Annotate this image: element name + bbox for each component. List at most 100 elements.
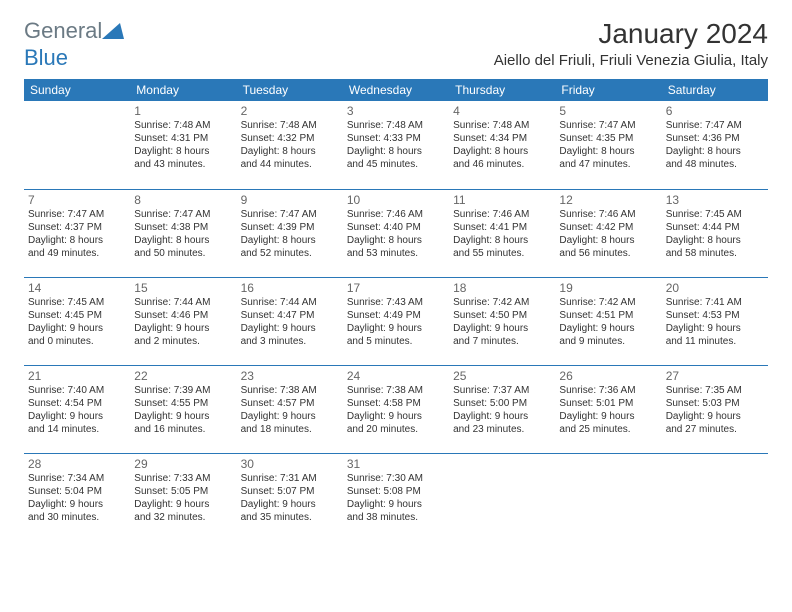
sunset-text: Sunset: 4:47 PM: [241, 309, 339, 322]
daylight-text: and 27 minutes.: [666, 423, 764, 436]
sunset-text: Sunset: 4:35 PM: [559, 132, 657, 145]
sunset-text: Sunset: 4:39 PM: [241, 221, 339, 234]
sunrise-text: Sunrise: 7:48 AM: [347, 119, 445, 132]
daylight-text: Daylight: 9 hours: [347, 498, 445, 511]
calendar-week: 7Sunrise: 7:47 AMSunset: 4:37 PMDaylight…: [24, 189, 768, 277]
daylight-text: and 2 minutes.: [134, 335, 232, 348]
calendar-day: 14Sunrise: 7:45 AMSunset: 4:45 PMDayligh…: [24, 277, 130, 365]
daylight-text: and 35 minutes.: [241, 511, 339, 524]
calendar-day: 11Sunrise: 7:46 AMSunset: 4:41 PMDayligh…: [449, 189, 555, 277]
sunset-text: Sunset: 4:51 PM: [559, 309, 657, 322]
sunset-text: Sunset: 4:57 PM: [241, 397, 339, 410]
daylight-text: Daylight: 9 hours: [666, 410, 764, 423]
title-block: January 2024 Aiello del Friuli, Friuli V…: [494, 18, 768, 69]
daylight-text: Daylight: 8 hours: [666, 145, 764, 158]
logo-text-blue: Blue: [24, 45, 68, 70]
daylight-text: and 49 minutes.: [28, 247, 126, 260]
sunrise-text: Sunrise: 7:37 AM: [453, 384, 551, 397]
sunset-text: Sunset: 4:33 PM: [347, 132, 445, 145]
day-number: 3: [347, 104, 445, 118]
sunrise-text: Sunrise: 7:46 AM: [453, 208, 551, 221]
sunset-text: Sunset: 5:03 PM: [666, 397, 764, 410]
page-header: General Blue January 2024 Aiello del Fri…: [24, 18, 768, 71]
calendar-week: 21Sunrise: 7:40 AMSunset: 4:54 PMDayligh…: [24, 365, 768, 453]
calendar-day: 26Sunrise: 7:36 AMSunset: 5:01 PMDayligh…: [555, 365, 661, 453]
sunset-text: Sunset: 4:38 PM: [134, 221, 232, 234]
daylight-text: and 3 minutes.: [241, 335, 339, 348]
daylight-text: and 14 minutes.: [28, 423, 126, 436]
day-number: 30: [241, 457, 339, 471]
day-number: 13: [666, 193, 764, 207]
calendar-day: 6Sunrise: 7:47 AMSunset: 4:36 PMDaylight…: [662, 101, 768, 189]
daylight-text: Daylight: 8 hours: [347, 234, 445, 247]
sunset-text: Sunset: 5:04 PM: [28, 485, 126, 498]
calendar-day-empty: [555, 453, 661, 541]
sunset-text: Sunset: 5:00 PM: [453, 397, 551, 410]
day-number: 12: [559, 193, 657, 207]
sunset-text: Sunset: 4:54 PM: [28, 397, 126, 410]
calendar-week: 28Sunrise: 7:34 AMSunset: 5:04 PMDayligh…: [24, 453, 768, 541]
sunset-text: Sunset: 4:32 PM: [241, 132, 339, 145]
day-number: 11: [453, 193, 551, 207]
daylight-text: and 53 minutes.: [347, 247, 445, 260]
calendar-day: 7Sunrise: 7:47 AMSunset: 4:37 PMDaylight…: [24, 189, 130, 277]
calendar-day: 24Sunrise: 7:38 AMSunset: 4:58 PMDayligh…: [343, 365, 449, 453]
daylight-text: and 44 minutes.: [241, 158, 339, 171]
logo: General Blue: [24, 18, 124, 71]
daylight-text: Daylight: 9 hours: [28, 322, 126, 335]
daylight-text: Daylight: 9 hours: [666, 322, 764, 335]
calendar-day: 12Sunrise: 7:46 AMSunset: 4:42 PMDayligh…: [555, 189, 661, 277]
daylight-text: Daylight: 8 hours: [134, 234, 232, 247]
day-header: Wednesday: [343, 79, 449, 101]
calendar-week: 1Sunrise: 7:48 AMSunset: 4:31 PMDaylight…: [24, 101, 768, 189]
day-number: 10: [347, 193, 445, 207]
daylight-text: and 32 minutes.: [134, 511, 232, 524]
sunset-text: Sunset: 5:05 PM: [134, 485, 232, 498]
sunset-text: Sunset: 4:50 PM: [453, 309, 551, 322]
calendar-day: 17Sunrise: 7:43 AMSunset: 4:49 PMDayligh…: [343, 277, 449, 365]
calendar-day: 13Sunrise: 7:45 AMSunset: 4:44 PMDayligh…: [662, 189, 768, 277]
sunrise-text: Sunrise: 7:38 AM: [347, 384, 445, 397]
sunrise-text: Sunrise: 7:42 AM: [559, 296, 657, 309]
day-number: 29: [134, 457, 232, 471]
sunrise-text: Sunrise: 7:44 AM: [134, 296, 232, 309]
logo-text-general: General: [24, 18, 102, 43]
sunrise-text: Sunrise: 7:46 AM: [347, 208, 445, 221]
daylight-text: Daylight: 9 hours: [241, 410, 339, 423]
calendar-week: 14Sunrise: 7:45 AMSunset: 4:45 PMDayligh…: [24, 277, 768, 365]
sunset-text: Sunset: 4:40 PM: [347, 221, 445, 234]
sunrise-text: Sunrise: 7:47 AM: [241, 208, 339, 221]
calendar-day-empty: [662, 453, 768, 541]
daylight-text: and 38 minutes.: [347, 511, 445, 524]
daylight-text: Daylight: 9 hours: [134, 322, 232, 335]
day-number: 5: [559, 104, 657, 118]
daylight-text: Daylight: 9 hours: [347, 410, 445, 423]
daylight-text: Daylight: 9 hours: [28, 498, 126, 511]
day-header: Thursday: [449, 79, 555, 101]
daylight-text: and 48 minutes.: [666, 158, 764, 171]
sunset-text: Sunset: 4:42 PM: [559, 221, 657, 234]
day-number: 8: [134, 193, 232, 207]
sunrise-text: Sunrise: 7:48 AM: [453, 119, 551, 132]
sunrise-text: Sunrise: 7:47 AM: [28, 208, 126, 221]
sunrise-text: Sunrise: 7:31 AM: [241, 472, 339, 485]
daylight-text: Daylight: 8 hours: [453, 145, 551, 158]
calendar-day: 18Sunrise: 7:42 AMSunset: 4:50 PMDayligh…: [449, 277, 555, 365]
calendar-day: 2Sunrise: 7:48 AMSunset: 4:32 PMDaylight…: [237, 101, 343, 189]
daylight-text: Daylight: 8 hours: [666, 234, 764, 247]
sunrise-text: Sunrise: 7:47 AM: [559, 119, 657, 132]
day-number: 25: [453, 369, 551, 383]
day-header: Saturday: [662, 79, 768, 101]
calendar-day: 19Sunrise: 7:42 AMSunset: 4:51 PMDayligh…: [555, 277, 661, 365]
calendar-day: 3Sunrise: 7:48 AMSunset: 4:33 PMDaylight…: [343, 101, 449, 189]
daylight-text: and 7 minutes.: [453, 335, 551, 348]
calendar-day: 9Sunrise: 7:47 AMSunset: 4:39 PMDaylight…: [237, 189, 343, 277]
sunset-text: Sunset: 4:36 PM: [666, 132, 764, 145]
calendar-day: 1Sunrise: 7:48 AMSunset: 4:31 PMDaylight…: [130, 101, 236, 189]
daylight-text: Daylight: 8 hours: [347, 145, 445, 158]
day-number: 17: [347, 281, 445, 295]
sunset-text: Sunset: 4:45 PM: [28, 309, 126, 322]
location: Aiello del Friuli, Friuli Venezia Giulia…: [494, 52, 768, 69]
day-number: 7: [28, 193, 126, 207]
daylight-text: and 55 minutes.: [453, 247, 551, 260]
